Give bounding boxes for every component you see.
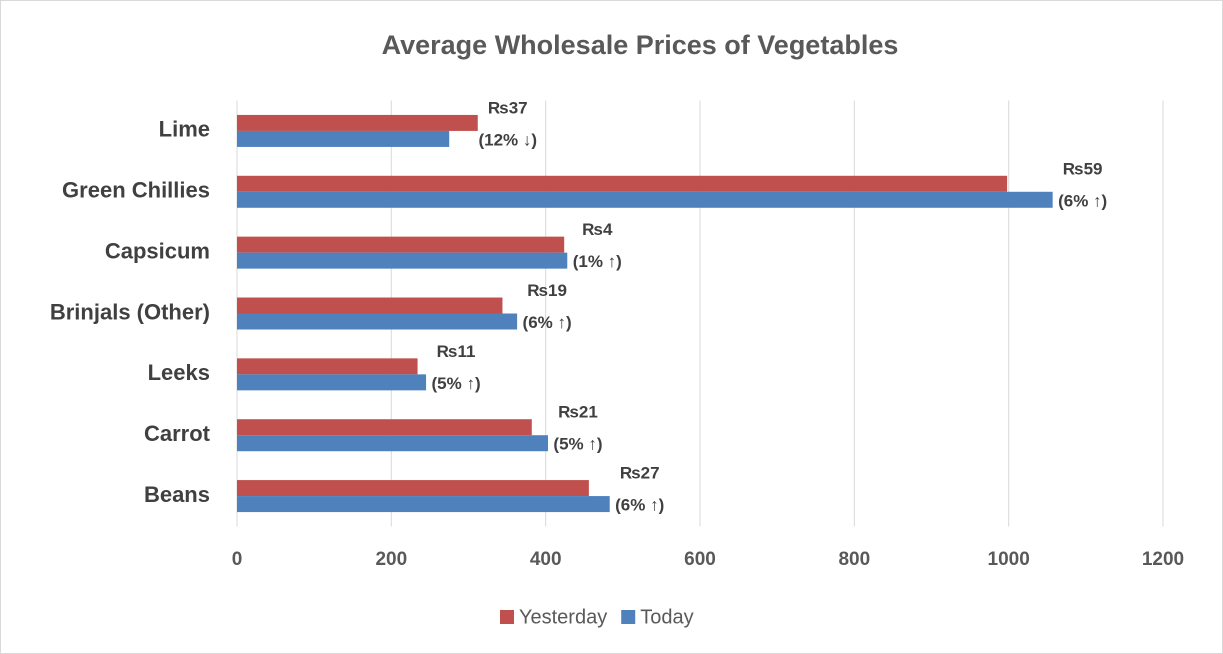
annotation: (6% ↑) [615,496,664,515]
legend-label: Yesterday [519,606,607,628]
bar [237,419,532,436]
y-tick-label: Brinjals (Other) [50,299,210,324]
y-tick-label: Green Chillies [62,178,210,203]
annotation: ₨19 [527,281,567,300]
bar [237,358,418,375]
x-tick-label: 0 [232,549,243,570]
y-tick-label: Lime [159,117,210,142]
annotation: ₨27 [620,464,660,483]
bar [237,236,565,253]
y-tick-label: Beans [144,482,210,507]
annotation: (1% ↑) [573,252,622,271]
annotation: ₨59 [1063,159,1103,178]
annotation: ₨37 [488,98,528,117]
y-tick-label: Carrot [144,421,211,446]
chart-title: Average Wholesale Prices of Vegetables [382,30,899,60]
bar [237,435,548,452]
bar [237,313,518,330]
y-tick-label: Capsicum [105,238,210,263]
annotation: (5% ↑) [431,374,480,393]
bar [237,175,1008,192]
annotation: ₨11 [437,342,476,361]
annotation: (12% ↓) [478,130,537,149]
bar [237,130,450,147]
bar [237,297,503,314]
bar [237,114,478,131]
y-tick-label: Leeks [148,360,210,385]
legend-label: Today [640,606,693,628]
x-tick-label: 800 [838,549,870,570]
bar [237,480,589,497]
x-tick-label: 600 [684,549,716,570]
bar [237,191,1053,208]
bar [237,252,568,269]
x-tick-label: 200 [375,549,407,570]
bar [237,374,427,391]
annotation: ₨4 [582,220,613,239]
annotation: ₨21 [558,403,598,422]
x-tick-label: 1000 [988,549,1030,570]
bar [237,496,610,513]
annotation: (6% ↑) [523,313,572,332]
x-tick-label: 400 [530,549,562,570]
legend-swatch [500,610,514,624]
annotation: (5% ↑) [553,435,602,454]
annotation: (6% ↑) [1058,191,1107,210]
x-tick-label: 1200 [1142,549,1184,570]
legend-swatch [621,610,636,624]
